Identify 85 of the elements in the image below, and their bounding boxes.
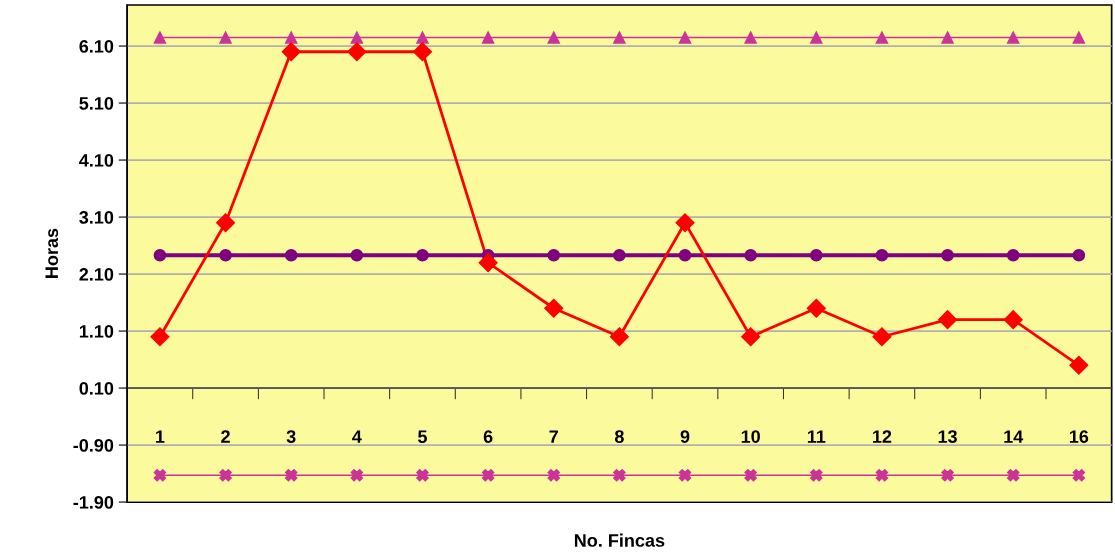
x-tick-label: 8 <box>614 430 624 443</box>
point <box>941 469 954 482</box>
point <box>547 469 560 482</box>
point <box>284 469 298 482</box>
x-tick-label: 4 <box>352 430 362 443</box>
x-tick-label: 16 <box>1069 430 1089 443</box>
point <box>216 213 236 233</box>
x-tick-label: 10 <box>741 430 760 443</box>
point <box>153 469 167 482</box>
x-tick-label: 5 <box>418 430 427 443</box>
point <box>613 31 626 44</box>
y-tick-label: -0.90 <box>73 439 114 452</box>
x-tick-label: 7 <box>549 430 558 443</box>
point <box>810 469 823 482</box>
point <box>544 298 564 318</box>
point <box>347 42 367 62</box>
point <box>678 248 692 262</box>
y-tick-label: 5.10 <box>79 96 114 110</box>
point <box>219 31 232 44</box>
x-tick-label: 12 <box>873 430 892 443</box>
point <box>938 310 958 330</box>
point <box>875 248 889 262</box>
x-tick-label: 13 <box>938 430 957 444</box>
point <box>609 327 629 347</box>
point <box>613 248 626 262</box>
y-tick-label: 0.10 <box>79 382 114 395</box>
x-tick-label: 9 <box>680 430 690 443</box>
point <box>153 31 167 44</box>
point <box>547 248 560 262</box>
point <box>1003 310 1023 330</box>
point <box>744 469 757 482</box>
point <box>875 469 889 482</box>
x-tick-label: 11 <box>807 430 826 443</box>
point <box>219 469 232 482</box>
point <box>350 469 364 482</box>
point <box>150 327 170 347</box>
x-tick-label: 14 <box>1004 430 1024 443</box>
y-tick-label: 4.10 <box>79 153 114 167</box>
point <box>744 248 757 262</box>
point <box>613 469 626 482</box>
point <box>941 248 954 262</box>
point <box>678 31 692 44</box>
point <box>810 248 823 262</box>
point <box>1072 31 1086 44</box>
point <box>1072 248 1086 262</box>
point <box>153 248 167 262</box>
point <box>806 298 826 318</box>
point <box>941 31 954 44</box>
point <box>675 213 695 233</box>
y-axis-title: Horas <box>45 228 59 278</box>
point <box>281 42 301 62</box>
point <box>416 248 429 262</box>
y-tick-label: 3.10 <box>79 210 114 224</box>
x-tick-label: 1 <box>156 430 165 443</box>
point <box>875 31 889 44</box>
point <box>481 31 495 44</box>
point <box>481 469 495 482</box>
x-tick-label: 6 <box>483 430 493 443</box>
y-tick-label: -1.90 <box>73 496 114 509</box>
point <box>412 42 433 62</box>
point <box>1072 469 1086 482</box>
point <box>478 253 498 273</box>
point <box>1006 469 1020 482</box>
point <box>284 31 298 44</box>
point <box>1006 31 1020 44</box>
point <box>350 31 364 44</box>
point <box>741 327 761 347</box>
x-tick-label: 3 <box>286 430 296 444</box>
point <box>810 31 823 44</box>
point <box>416 469 429 482</box>
point <box>744 31 757 44</box>
point <box>416 31 429 44</box>
y-tick-label: 1.10 <box>79 324 114 338</box>
x-axis-title: No. Fincas <box>574 533 665 547</box>
point <box>1069 355 1089 375</box>
y-tick-label: 2.10 <box>79 267 114 281</box>
point <box>678 469 692 482</box>
point <box>219 248 232 262</box>
point <box>350 248 364 262</box>
x-tick-label: 2 <box>221 430 230 443</box>
point <box>1006 248 1020 262</box>
y-tick-label: 6.10 <box>79 39 114 53</box>
point <box>284 248 298 262</box>
point <box>547 31 560 44</box>
point <box>872 327 892 347</box>
